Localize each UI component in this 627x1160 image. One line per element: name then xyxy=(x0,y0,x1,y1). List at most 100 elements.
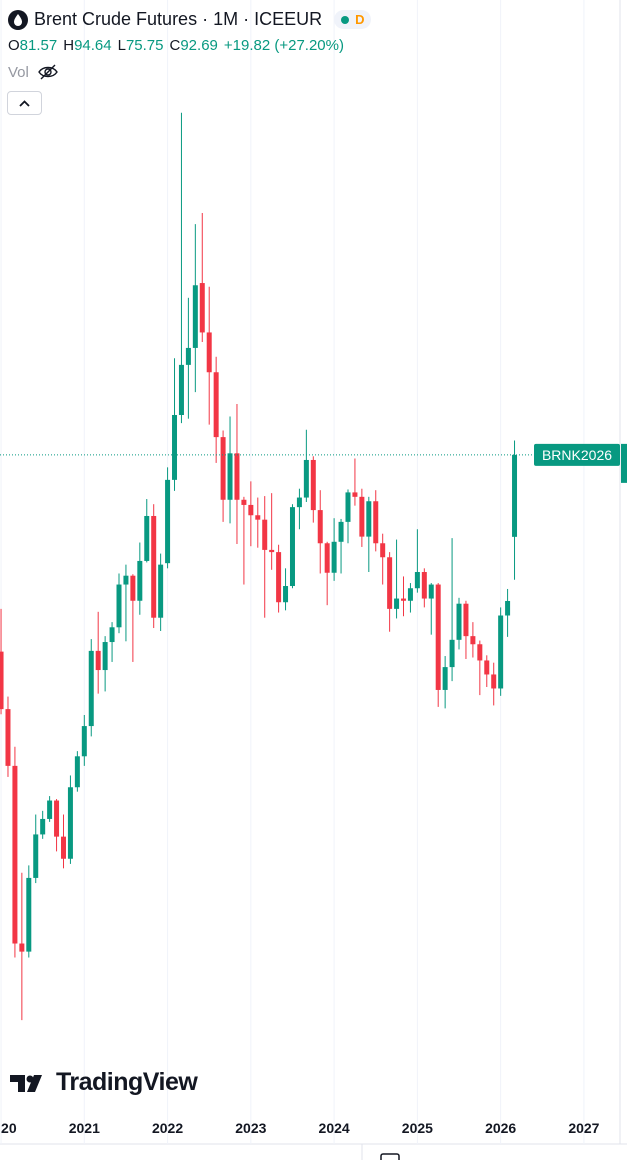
candle-body xyxy=(255,515,261,520)
volume-row: Vol xyxy=(8,63,59,81)
logo[interactable]: TradingView xyxy=(10,1068,198,1097)
hide-icon[interactable] xyxy=(37,63,59,81)
candle-body xyxy=(158,564,164,618)
candle-body xyxy=(74,756,80,788)
candle-body xyxy=(380,543,386,558)
x-tick-label: 20 xyxy=(1,1120,17,1136)
candle-body xyxy=(470,636,476,645)
status-badge[interactable]: D xyxy=(334,10,372,29)
candle-body xyxy=(47,800,53,819)
candle-body xyxy=(428,584,434,599)
ohlc-label: C xyxy=(169,37,181,54)
candle-body xyxy=(491,674,497,689)
ohlc-value: 92.69 xyxy=(180,37,218,54)
candle-body xyxy=(463,603,469,637)
candle-body xyxy=(310,459,316,511)
candle-body xyxy=(283,586,289,603)
candle-body xyxy=(484,660,490,675)
chevron-icon xyxy=(19,100,30,107)
symbol-title[interactable]: Brent Crude Futures · 1M · ICEEUR xyxy=(34,9,323,29)
candle-body xyxy=(262,519,268,550)
collapse-button[interactable] xyxy=(7,91,42,115)
candle-body xyxy=(130,575,136,601)
x-tick-label: 2027 xyxy=(568,1120,599,1136)
candle-body xyxy=(456,603,462,640)
candle-body xyxy=(373,501,379,544)
candle-body xyxy=(19,943,25,952)
candle-body xyxy=(345,492,351,522)
ohlc-label: O xyxy=(8,37,20,54)
candle-body xyxy=(54,800,60,837)
symbol-label-bg xyxy=(534,443,620,466)
logo-text: TradingView xyxy=(56,1068,198,1096)
candle-body xyxy=(394,598,400,609)
ohlc-value: 94.64 xyxy=(74,37,112,54)
symbol-label: BRNK2026 xyxy=(542,447,612,463)
x-tick-label: 2026 xyxy=(485,1120,516,1136)
candle-body xyxy=(352,492,358,497)
badge-text: D xyxy=(355,12,365,27)
candle-body xyxy=(512,454,518,537)
candle-body xyxy=(248,504,254,516)
ohlc-value: 81.57 xyxy=(19,37,58,54)
candle-body xyxy=(33,834,39,878)
candle-body xyxy=(151,515,157,618)
x-tick-label: 2025 xyxy=(402,1120,433,1136)
candle-body xyxy=(505,600,511,616)
candle-body xyxy=(276,552,282,603)
candle-body xyxy=(387,557,393,609)
candle-body xyxy=(81,726,87,757)
candle-body xyxy=(5,709,11,766)
candle-body xyxy=(213,372,219,438)
candle-body xyxy=(234,453,240,500)
candle-body xyxy=(227,453,233,500)
candle-body xyxy=(192,285,198,348)
logo-icon xyxy=(10,1074,42,1092)
candle-body xyxy=(40,818,46,835)
candle-body xyxy=(109,627,115,643)
legend-title-row: Brent Crude Futures · 1M · ICEEUR D xyxy=(8,9,372,30)
candle-body xyxy=(414,572,420,589)
candle-body xyxy=(206,332,212,373)
candle-body xyxy=(172,415,178,480)
candle-body xyxy=(435,584,441,690)
candle-body xyxy=(165,479,171,564)
candle-body xyxy=(289,507,295,587)
candle-body xyxy=(421,572,427,599)
x-tick-label: 2024 xyxy=(319,1120,350,1136)
symbol-icon xyxy=(8,9,28,30)
candle-body xyxy=(407,588,413,601)
ohlc-label: H xyxy=(63,37,75,54)
candle-body xyxy=(26,877,32,952)
x-tick-label: 2021 xyxy=(69,1120,100,1136)
candle-body xyxy=(359,496,365,537)
candle-body xyxy=(137,560,143,601)
ohlc-value: 75.75 xyxy=(125,37,164,54)
volume-label[interactable]: Vol xyxy=(8,63,29,81)
candle-body xyxy=(269,549,275,553)
candle-body xyxy=(241,499,247,505)
candle-body xyxy=(338,521,344,542)
candle-body xyxy=(303,459,309,498)
candle-body xyxy=(498,615,504,689)
x-tick-label: 2023 xyxy=(235,1120,266,1136)
candle-body xyxy=(366,501,372,537)
candle-body xyxy=(199,283,205,333)
candle-body xyxy=(449,639,455,668)
calendar-icon[interactable] xyxy=(380,1153,400,1160)
candle-body xyxy=(477,644,483,661)
candle-body xyxy=(324,543,330,573)
ohlc-row: O81.57 H94.64 L75.75 C92.69 +19.82 (+27.20%) xyxy=(8,37,350,54)
candle-body xyxy=(0,651,4,710)
candle-body xyxy=(442,667,448,690)
candle-body xyxy=(102,642,108,671)
candle-body xyxy=(88,650,94,727)
candle-body xyxy=(60,836,66,859)
candle-body xyxy=(317,510,323,544)
candle-body xyxy=(331,541,337,573)
candle-body xyxy=(401,598,407,601)
candle-body xyxy=(95,650,101,671)
